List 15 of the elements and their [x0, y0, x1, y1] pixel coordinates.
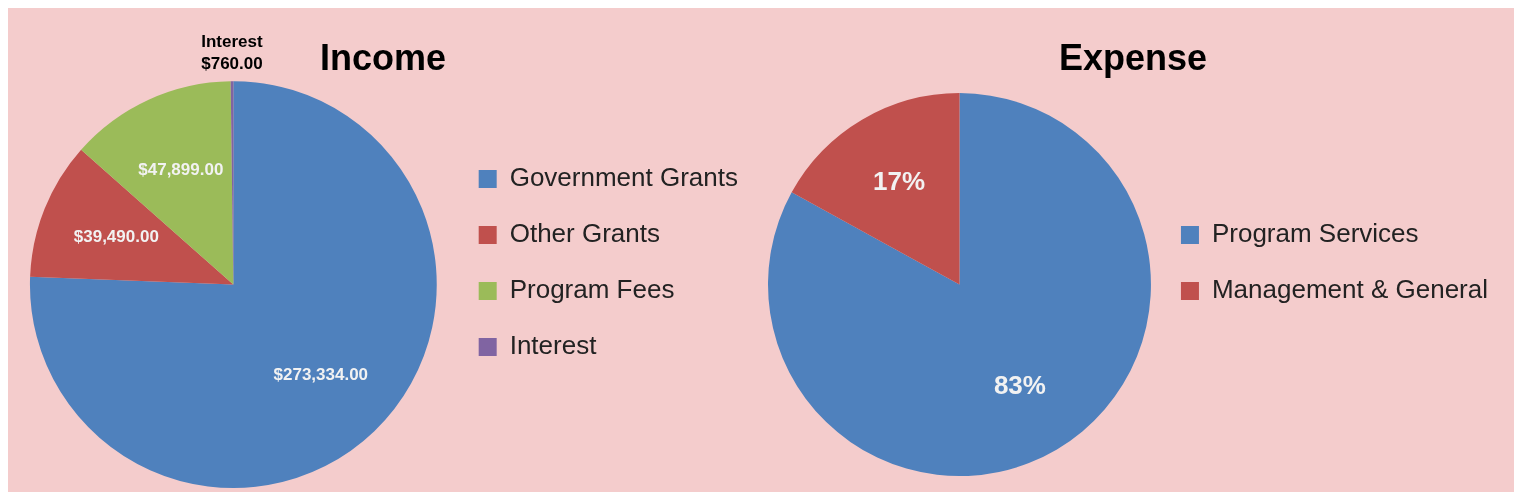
legend-label: Management & General [1211, 274, 1488, 305]
data-label: 83% [993, 369, 1046, 400]
legend-label: Program Services [1211, 218, 1419, 249]
data-label: 17% [873, 165, 926, 196]
data-label: $39,490.00 [73, 227, 159, 247]
chart-title: Expense [1058, 36, 1208, 78]
legend-label: Other Grants [509, 218, 660, 249]
data-label: $760.00 [201, 54, 263, 74]
chart-title: Income [319, 36, 447, 78]
legend-label: Program Fees [509, 274, 675, 305]
data-label: $273,334.00 [273, 365, 369, 385]
legend-label: Government Grants [509, 162, 738, 193]
legend-label: Interest [509, 330, 598, 361]
slice-label: Interest [201, 32, 263, 52]
data-label: $47,899.00 [138, 159, 224, 179]
